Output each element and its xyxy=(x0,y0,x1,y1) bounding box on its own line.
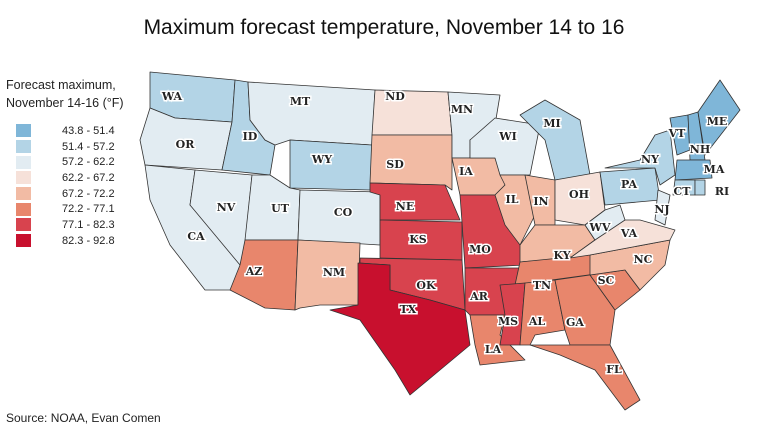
state-tx xyxy=(329,262,471,396)
state-wv xyxy=(584,204,626,241)
legend: 43.8 - 51.4 51.4 - 57.2 57.2 - 62.2 62.2 - … xyxy=(16,123,115,249)
state-label: TX xyxy=(400,303,417,316)
state-label: GA xyxy=(566,316,584,329)
state-label: OH xyxy=(569,188,589,201)
legend-item: 77.1 - 82.3 xyxy=(16,217,115,233)
state-label: CA xyxy=(187,230,205,243)
source-note: Source: NOAA, Evan Comen xyxy=(6,411,161,425)
legend-swatch xyxy=(16,140,31,154)
legend-item: 62.2 - 67.2 xyxy=(16,170,115,186)
legend-label: 82.3 - 92.8 xyxy=(62,234,115,247)
legend-item: 67.2 - 72.2 xyxy=(16,186,115,202)
state-me xyxy=(697,79,741,156)
state-ri xyxy=(694,179,706,196)
state-label: ME xyxy=(707,115,728,128)
state-label: AR xyxy=(469,290,489,303)
state-label: WY xyxy=(311,153,332,166)
legend-swatch xyxy=(16,171,31,185)
state-label: NH xyxy=(690,143,710,156)
state-label: AZ xyxy=(245,265,263,278)
state-label: ID xyxy=(243,130,258,143)
state-ms xyxy=(499,282,526,346)
state-label: NV xyxy=(217,201,236,214)
legend-swatch xyxy=(16,202,31,216)
state-label: VA xyxy=(620,227,638,240)
legend-item: 72.2 - 77.1 xyxy=(16,201,115,217)
state-label: AL xyxy=(528,315,546,328)
state-label: MN xyxy=(451,103,473,116)
state-label: ND xyxy=(385,90,405,103)
state-label: TN xyxy=(533,279,551,292)
state-label: IL xyxy=(506,193,519,206)
state-label: IN xyxy=(533,195,548,208)
state-label: OR xyxy=(176,138,196,151)
legend-swatch xyxy=(16,155,31,169)
state-label: NY xyxy=(641,153,659,166)
state-label: MT xyxy=(290,95,311,108)
state-label: PA xyxy=(621,178,637,191)
state-label: NC xyxy=(634,253,653,266)
legend-label: 43.8 - 51.4 xyxy=(62,124,115,137)
legend-label: 72.2 - 77.1 xyxy=(62,203,115,216)
legend-label: 62.2 - 67.2 xyxy=(62,171,115,184)
state-label: NE xyxy=(396,200,414,213)
state-nd xyxy=(371,89,453,136)
state-label: NM xyxy=(323,266,345,279)
legend-swatch xyxy=(16,187,31,201)
state-label: WI xyxy=(498,130,517,143)
state-label: KS xyxy=(409,233,427,246)
state-label: NJ xyxy=(654,203,669,216)
legend-swatch xyxy=(16,234,31,248)
state-sd xyxy=(369,134,453,191)
state-label: SC xyxy=(598,274,615,287)
legend-label: 77.1 - 82.3 xyxy=(62,218,115,231)
state-label: MO xyxy=(469,243,491,256)
map-title: Maximum forecast temperature, November 1… xyxy=(143,16,625,39)
state-label: WV xyxy=(589,221,611,234)
legend-title: Forecast maximum, November 14-16 (°F) xyxy=(6,76,124,112)
state-label: SD xyxy=(386,158,404,171)
legend-title-line1: Forecast maximum, xyxy=(6,78,116,92)
state-label: LA xyxy=(485,343,502,356)
state-label: MA xyxy=(704,163,725,176)
state-mt xyxy=(247,81,376,146)
state-label: MS xyxy=(498,315,518,328)
legend-label: 67.2 - 72.2 xyxy=(62,187,115,200)
state-label: UT xyxy=(271,202,290,215)
state-label: IA xyxy=(459,165,473,178)
legend-swatch xyxy=(16,124,31,138)
state-label: CO xyxy=(334,206,353,219)
state-label: CT xyxy=(674,185,692,198)
state-label: MI xyxy=(543,117,560,130)
state-label: KY xyxy=(553,249,570,262)
state-label: VT xyxy=(668,127,687,140)
state-label: FL xyxy=(606,363,622,376)
legend-swatch xyxy=(16,218,31,232)
state-ny xyxy=(604,129,676,186)
state-label: RI xyxy=(715,185,729,198)
state-nm xyxy=(294,239,361,311)
legend-title-line2: November 14-16 (°F) xyxy=(6,96,124,110)
legend-label: 51.4 - 57.2 xyxy=(62,140,115,153)
legend-item: 82.3 - 92.8 xyxy=(16,233,115,249)
legend-item: 51.4 - 57.2 xyxy=(16,139,115,155)
state-nj xyxy=(654,189,671,226)
state-fl xyxy=(529,344,641,411)
state-ma xyxy=(674,159,713,181)
state-label: OK xyxy=(416,279,436,292)
state-ne xyxy=(369,182,461,221)
legend-item: 43.8 - 51.4 xyxy=(16,123,115,139)
state-label: WA xyxy=(161,90,183,103)
legend-item: 57.2 - 62.2 xyxy=(16,154,115,170)
legend-label: 57.2 - 62.2 xyxy=(62,156,115,169)
